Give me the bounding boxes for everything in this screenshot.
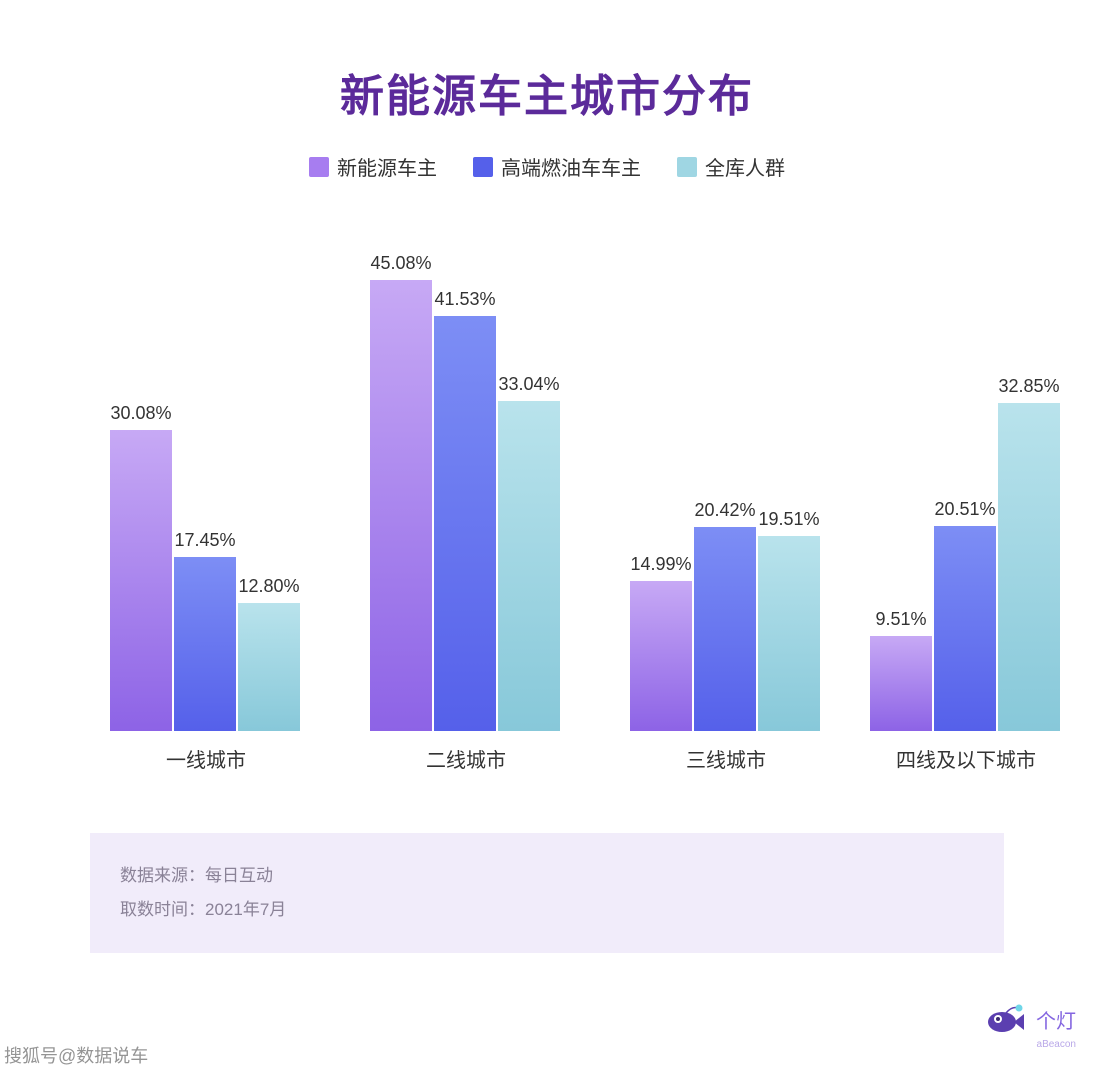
chart-area: 30.08% 17.45% 12.80% 45.08%41.53% 33.04% 14.9… bbox=[70, 231, 1024, 791]
bar-value-label: 45.08% bbox=[370, 253, 431, 274]
bar-0-1: 17.45% bbox=[174, 530, 236, 732]
bar-rect bbox=[870, 636, 932, 731]
bar-1-1: 41.53% bbox=[434, 289, 496, 731]
watermark-text: 搜狐号@数据说车 bbox=[4, 1042, 148, 1068]
bar-2-0: 14.99% bbox=[630, 554, 692, 731]
legend: 新能源车主 高端燃油车车主 全库人群 bbox=[50, 152, 1044, 181]
logo-subtext: aBeacon bbox=[1037, 1039, 1076, 1050]
bar-value-label: 20.42% bbox=[694, 500, 755, 521]
bar-0-0: 30.08% bbox=[110, 403, 172, 731]
bar-value-label: 14.99% bbox=[630, 554, 691, 575]
category-label-2: 三线城市 bbox=[686, 744, 766, 773]
bar-value-label: 33.04% bbox=[498, 374, 559, 395]
legend-swatch-0 bbox=[309, 157, 329, 177]
bar-2-1: 20.42% bbox=[694, 500, 756, 731]
source-line-2: 取数时间：2021年7月 bbox=[120, 893, 974, 927]
bar-3-0: 9.51% bbox=[870, 609, 932, 731]
bar-1-2: 33.04% bbox=[498, 374, 560, 731]
bar-value-label: 19.51% bbox=[758, 509, 819, 530]
bar-rect bbox=[174, 557, 236, 732]
legend-label-1: 高端燃油车车主 bbox=[501, 152, 641, 181]
bar-3-1: 20.51% bbox=[934, 499, 996, 731]
bar-1-0: 45.08% bbox=[370, 253, 432, 731]
plot-area: 30.08% 17.45% 12.80% 45.08%41.53% 33.04% 14.9… bbox=[70, 231, 1024, 731]
source-line-1: 数据来源：每日互动 bbox=[120, 859, 974, 893]
bar-value-label: 20.51% bbox=[934, 499, 995, 520]
bar-rect bbox=[110, 430, 172, 731]
bar-rect bbox=[998, 403, 1060, 732]
legend-item-2: 全库人群 bbox=[677, 152, 785, 181]
bar-rect bbox=[934, 526, 996, 731]
category-label-3: 四线及以下城市 bbox=[896, 744, 1036, 773]
legend-item-0: 新能源车主 bbox=[309, 152, 437, 181]
category-label-1: 二线城市 bbox=[426, 744, 506, 773]
chart-title: 新能源车主城市分布 bbox=[50, 60, 1044, 124]
source-box: 数据来源：每日互动 取数时间：2021年7月 bbox=[90, 833, 1004, 953]
bar-rect bbox=[694, 527, 756, 731]
legend-swatch-1 bbox=[473, 157, 493, 177]
legend-label-2: 全库人群 bbox=[705, 152, 785, 181]
bar-rect bbox=[238, 603, 300, 731]
bar-group-1: 45.08%41.53% 33.04% bbox=[370, 253, 560, 731]
bar-group-3: 9.51% 20.51% 32.85% bbox=[870, 376, 1060, 732]
bar-2-2: 19.51% bbox=[758, 509, 820, 731]
bar-rect bbox=[630, 581, 692, 731]
bar-value-label: 41.53% bbox=[434, 289, 495, 310]
bar-value-label: 17.45% bbox=[174, 530, 235, 551]
bar-0-2: 12.80% bbox=[238, 576, 300, 731]
bar-value-label: 12.80% bbox=[238, 576, 299, 597]
bar-3-2: 32.85% bbox=[998, 376, 1060, 732]
bar-group-2: 14.99% 20.42%19.51% bbox=[630, 500, 820, 731]
bar-value-label: 9.51% bbox=[875, 609, 926, 630]
category-label-0: 一线城市 bbox=[166, 744, 246, 773]
bar-group-0: 30.08% 17.45% 12.80% bbox=[110, 403, 300, 731]
bar-rect bbox=[370, 280, 432, 731]
bar-value-label: 32.85% bbox=[998, 376, 1059, 397]
fish-icon bbox=[986, 1004, 1030, 1034]
legend-label-0: 新能源车主 bbox=[337, 152, 437, 181]
legend-item-1: 高端燃油车车主 bbox=[473, 152, 641, 181]
bar-rect bbox=[498, 401, 560, 731]
brand-logo: 个灯 bbox=[986, 1004, 1076, 1034]
bar-rect bbox=[434, 316, 496, 731]
legend-swatch-2 bbox=[677, 157, 697, 177]
logo-text: 个灯 bbox=[1036, 1005, 1076, 1034]
bar-value-label: 30.08% bbox=[110, 403, 171, 424]
bar-rect bbox=[758, 536, 820, 731]
